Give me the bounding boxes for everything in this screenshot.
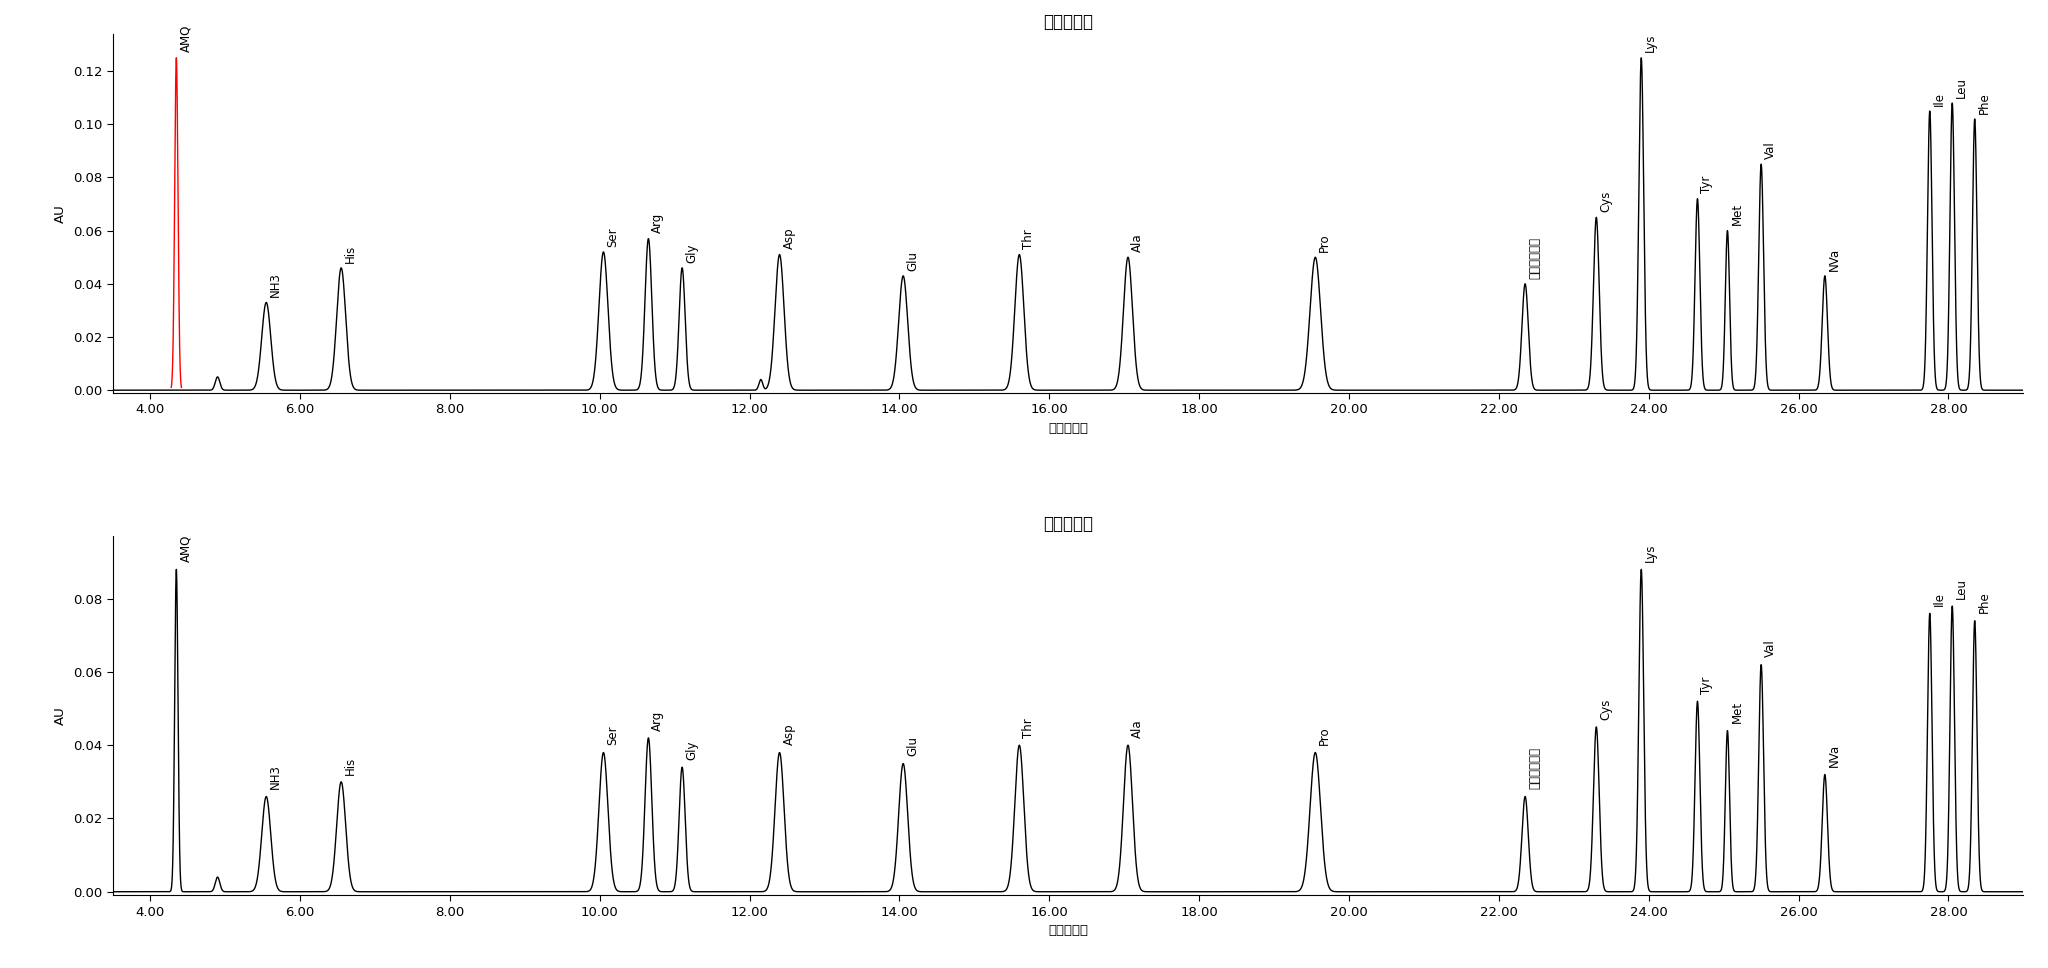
Text: Gly: Gly <box>686 741 698 760</box>
Text: Tyr: Tyr <box>1700 677 1714 694</box>
Text: Asp: Asp <box>782 724 795 745</box>
Text: Ser: Ser <box>606 726 618 745</box>
Text: Met: Met <box>1731 701 1743 723</box>
Text: Tyr: Tyr <box>1700 176 1714 194</box>
Text: Ala: Ala <box>1130 233 1145 252</box>
Text: His: His <box>344 244 356 262</box>
Text: NVa: NVa <box>1829 744 1841 768</box>
Text: Leu: Leu <box>1956 578 1968 598</box>
Text: AMQ: AMQ <box>180 25 193 52</box>
Title: ガードなし: ガードなし <box>1042 13 1094 31</box>
Text: Ile: Ile <box>1933 592 1946 606</box>
Text: Val: Val <box>1763 141 1778 159</box>
Text: NH3: NH3 <box>268 765 283 789</box>
Text: Thr: Thr <box>1022 718 1036 738</box>
Text: Arg: Arg <box>651 711 664 731</box>
Text: Pro: Pro <box>1319 727 1331 745</box>
Text: NVa: NVa <box>1829 248 1841 270</box>
Title: ガードあり: ガードあり <box>1042 516 1094 533</box>
Text: Phe: Phe <box>1978 92 1991 113</box>
Text: 誤導体ピーク: 誤導体ピーク <box>1528 236 1540 279</box>
X-axis label: 時間（分）: 時間（分） <box>1049 924 1087 937</box>
Text: Cys: Cys <box>1599 191 1612 212</box>
Text: NH3: NH3 <box>268 272 283 297</box>
Text: Val: Val <box>1763 640 1778 657</box>
Text: Cys: Cys <box>1599 698 1612 719</box>
Text: His: His <box>344 756 356 774</box>
Text: 誤導体ピーク: 誤導体ピーク <box>1528 747 1540 789</box>
Text: Ala: Ala <box>1130 719 1145 738</box>
Text: Glu: Glu <box>905 251 920 270</box>
Text: Glu: Glu <box>905 737 920 756</box>
Text: Ser: Ser <box>606 227 618 247</box>
Text: Pro: Pro <box>1319 233 1331 252</box>
Text: Met: Met <box>1731 203 1743 226</box>
X-axis label: 時間（分）: 時間（分） <box>1049 422 1087 435</box>
Text: Phe: Phe <box>1978 591 1991 614</box>
Text: Lys: Lys <box>1645 34 1657 52</box>
Y-axis label: AU: AU <box>53 204 68 223</box>
Y-axis label: AU: AU <box>55 707 68 725</box>
Text: Thr: Thr <box>1022 229 1036 249</box>
Text: AMQ: AMQ <box>180 534 193 562</box>
Text: Ile: Ile <box>1933 92 1946 106</box>
Text: Arg: Arg <box>651 213 664 233</box>
Text: Lys: Lys <box>1645 544 1657 562</box>
Text: Gly: Gly <box>686 243 698 262</box>
Text: Leu: Leu <box>1956 76 1968 98</box>
Text: Asp: Asp <box>782 227 795 249</box>
